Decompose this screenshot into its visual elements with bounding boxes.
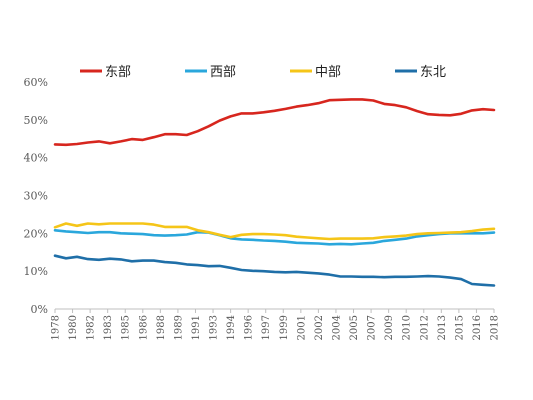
series-line-3 xyxy=(53,254,496,287)
x-tick-label: 1989 xyxy=(173,315,184,340)
x-tick-label: 1983 xyxy=(103,315,114,340)
y-tick-label: 30% xyxy=(24,190,48,203)
legend-label-2: 中部 xyxy=(315,65,341,80)
y-tick-label: 20% xyxy=(24,227,48,240)
y-tick-label: 10% xyxy=(24,265,48,278)
x-tick-label: 1999 xyxy=(279,315,290,340)
y-tick-label: 40% xyxy=(24,152,48,165)
x-tick-label: 2005 xyxy=(349,315,360,340)
y-tick-label: 50% xyxy=(24,114,48,127)
legend-label-0: 东部 xyxy=(105,65,131,80)
x-tick-label: 2004 xyxy=(331,315,342,340)
x-tick-label: 2002 xyxy=(314,315,325,340)
legend-label-1: 西部 xyxy=(210,65,236,80)
x-tick-label: 2018 xyxy=(490,315,501,340)
x-tick-label: 1980 xyxy=(68,315,79,340)
x-tick-label: 1985 xyxy=(121,315,132,340)
x-tick-label: 1996 xyxy=(244,315,255,340)
chart-legend: 东部 西部 中部 东北 xyxy=(80,65,446,80)
y-tick-label: 60% xyxy=(24,76,48,89)
x-tick-label: 1988 xyxy=(156,315,167,340)
x-tick-label: 1982 xyxy=(86,315,97,340)
x-axis-ticks: 1978 1980 1982 1983 1985 1986 1988 1989 1991 1993… xyxy=(51,315,501,340)
series-line-0 xyxy=(53,98,496,147)
x-tick-label: 2015 xyxy=(454,315,465,340)
x-tick-label: 2013 xyxy=(437,315,448,340)
x-tick-label: 1991 xyxy=(191,315,202,340)
x-tick-label: 2010 xyxy=(402,315,413,340)
series-line-2 xyxy=(53,222,496,241)
x-tick-label: 2009 xyxy=(384,315,395,340)
legend-label-3: 东北 xyxy=(420,65,446,80)
x-tick-label: 1978 xyxy=(51,315,62,340)
x-tick-label: 1997 xyxy=(261,315,272,340)
x-tick-label: 1993 xyxy=(209,315,220,340)
x-tick-label: 2007 xyxy=(367,315,378,340)
x-tick-label: 2016 xyxy=(472,315,483,340)
x-tick-label: 1994 xyxy=(226,315,237,340)
chart-series xyxy=(53,98,496,287)
y-tick-label: 0% xyxy=(31,303,48,316)
x-tick-label: 1986 xyxy=(138,315,149,340)
x-tick-label: 2012 xyxy=(419,315,430,340)
x-axis-tick-marks xyxy=(54,309,495,313)
y-axis-ticks: 0% 10% 20% 30% 40% 50% 60% xyxy=(24,76,48,316)
x-tick-label: 2001 xyxy=(296,315,307,340)
series-line-1 xyxy=(53,229,496,246)
